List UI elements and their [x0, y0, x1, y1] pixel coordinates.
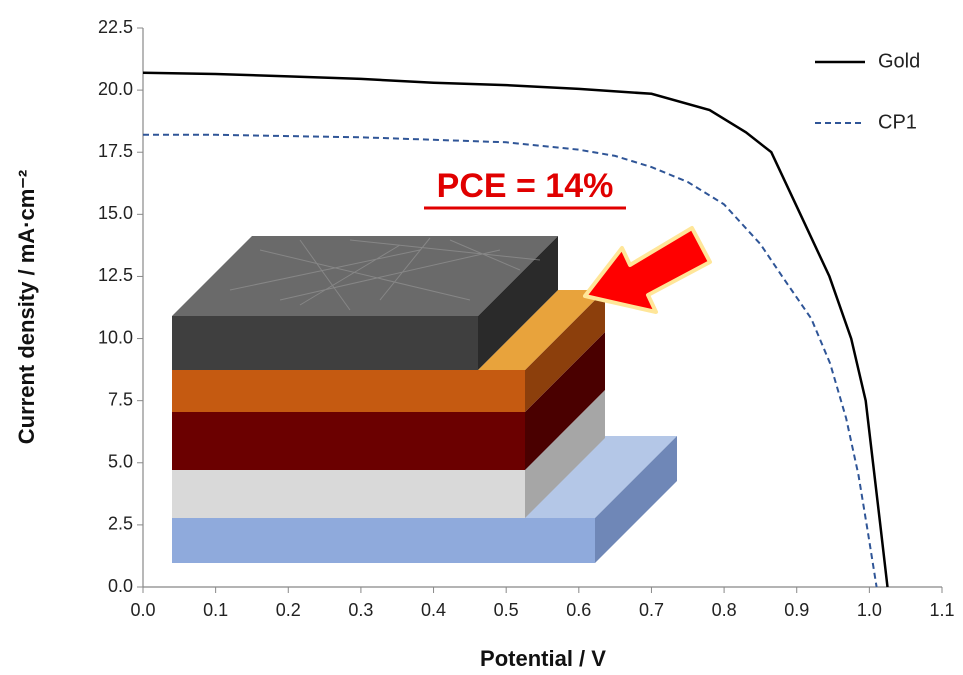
layer-front	[172, 370, 525, 412]
x-tick-label: 1.1	[929, 600, 954, 620]
layer-front	[172, 412, 525, 470]
y-axis-title: Current density / mA·cm⁻²	[14, 170, 39, 444]
x-tick-label: 0.8	[712, 600, 737, 620]
x-tick-label: 0.3	[348, 600, 373, 620]
layer-front	[172, 316, 478, 370]
x-tick-label: 0.4	[421, 600, 446, 620]
y-tick-label: 20.0	[98, 79, 133, 99]
pce-annotation: PCE = 14%	[437, 167, 614, 205]
y-tick-label: 17.5	[98, 141, 133, 161]
x-tick-label: 0.2	[276, 600, 301, 620]
x-tick-label: 0.1	[203, 600, 228, 620]
y-tick-label: 12.5	[98, 265, 133, 285]
pointer-arrow	[585, 228, 710, 312]
x-tick-label: 0.6	[566, 600, 591, 620]
layer-front	[172, 518, 595, 563]
y-tick-label: 22.5	[98, 17, 133, 37]
x-tick-label: 0.5	[494, 600, 519, 620]
y-tick-label: 7.5	[108, 389, 133, 409]
x-tick-label: 0.7	[639, 600, 664, 620]
legend: Gold CP1	[815, 50, 920, 133]
y-tick-label: 2.5	[108, 514, 133, 534]
y-tick-label: 5.0	[108, 452, 133, 472]
x-tick-label: 1.0	[857, 600, 882, 620]
chart: 0.0 2.5 5.0 7.5 10.0 12.5 15.0 17.5 20.0 22.5 0.0 0…	[0, 0, 963, 675]
layer-front	[172, 470, 525, 518]
device-inset	[172, 228, 710, 563]
y-tick-label: 0.0	[108, 576, 133, 596]
x-tick-label: 0.9	[784, 600, 809, 620]
y-tick-label: 10.0	[98, 327, 133, 347]
x-axis-title: Potential / V	[480, 646, 606, 671]
legend-label: CP1	[878, 111, 917, 133]
y-tick-label: 15.0	[98, 203, 133, 223]
x-tick-label: 0.0	[130, 600, 155, 620]
legend-label: Gold	[878, 50, 920, 72]
